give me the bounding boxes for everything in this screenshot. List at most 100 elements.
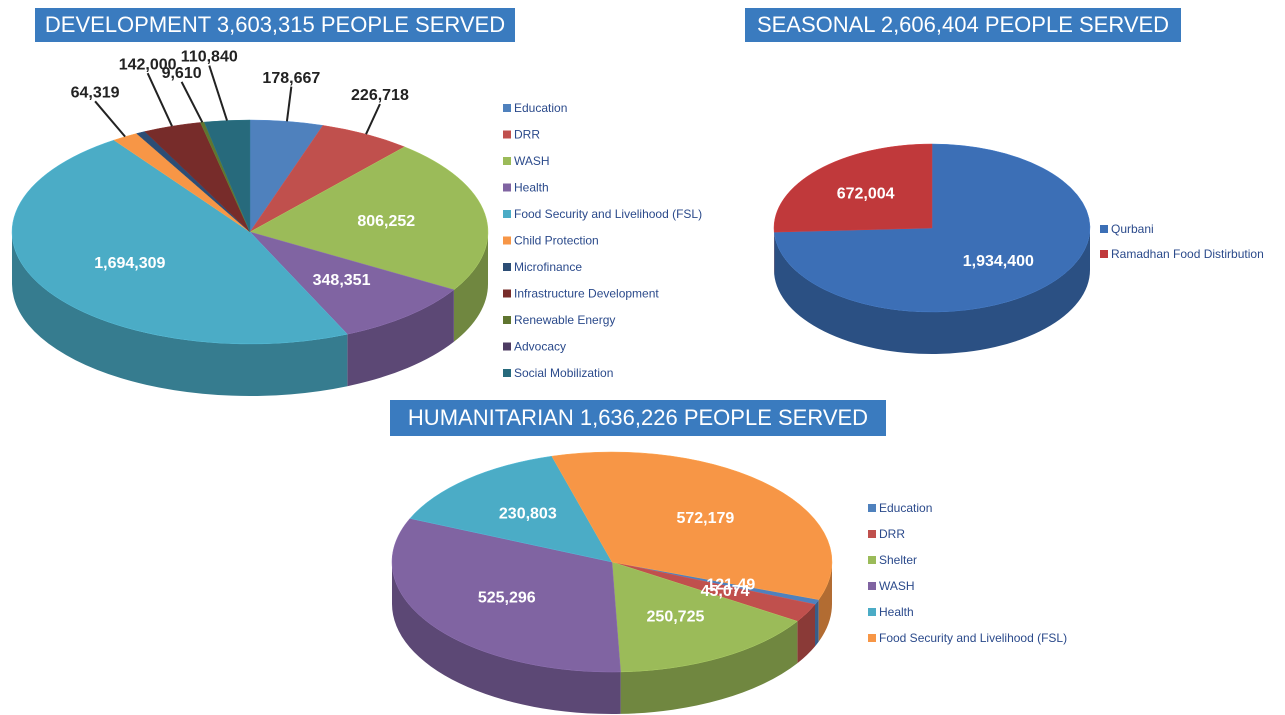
legend-label: DRR: [879, 527, 905, 541]
slice: [815, 599, 819, 647]
data-label: 525,296: [478, 589, 536, 606]
slice: [347, 289, 454, 387]
data-label: 142,000: [119, 56, 177, 73]
legend-swatch: [1100, 225, 1108, 233]
chart-title: DEVELOPMENT 3,603,315 PEOPLE SERVED: [45, 12, 505, 37]
legend-label: Food Security and Livelihood (FSL): [879, 631, 1067, 645]
data-label: 672,004: [837, 186, 895, 203]
legend-label: DRR: [514, 128, 540, 142]
legend-label: Social Mobilization: [514, 366, 613, 380]
slice-side: [797, 604, 815, 664]
data-label: 226,718: [351, 87, 409, 104]
slice: [409, 455, 613, 563]
legend-label: WASH: [879, 579, 915, 593]
data-label: 806,252: [357, 213, 415, 230]
pie-chart: HUMANITARIAN 1,636,226 PEOPLE SERVED 121,…: [390, 400, 1067, 715]
legend-label: Health: [514, 181, 549, 195]
slice: [391, 518, 621, 673]
legend-label: Health: [879, 605, 914, 619]
slice: [203, 119, 251, 233]
data-label: 572,179: [676, 510, 734, 527]
legend-swatch: [868, 634, 876, 642]
legend-label: Advocacy: [514, 340, 566, 354]
legend-label: Renewable Energy: [514, 313, 615, 327]
data-label: 121,49: [706, 576, 755, 593]
pie-tops: [11, 119, 489, 345]
slice: [12, 232, 348, 396]
leader-line: [365, 103, 381, 135]
legend-swatch: [503, 130, 511, 139]
data-label: 110,840: [181, 49, 238, 66]
data-label: 348,351: [313, 272, 371, 289]
legend-swatch: [503, 104, 511, 112]
slice: [391, 562, 621, 715]
data-label: 178,667: [262, 70, 320, 87]
pie-tops: [773, 143, 1091, 313]
chart-title: SEASONAL 2,606,404 PEOPLE SERVED: [757, 12, 1169, 37]
legend-swatch: [503, 263, 511, 271]
title-box: [35, 8, 515, 42]
legend-swatch: [868, 556, 876, 564]
slice-side: [620, 621, 798, 714]
legend-label: Qurbani: [1111, 222, 1154, 236]
slice: [249, 146, 489, 291]
pie-sides: [12, 232, 488, 396]
chart-title: HUMANITARIAN 1,636,226 PEOPLE SERVED: [408, 405, 868, 430]
legend-label: WASH: [514, 154, 550, 168]
slice: [620, 621, 798, 714]
legend-label: Shelter: [879, 553, 917, 567]
data-label: 45,074: [701, 583, 750, 600]
leader-line: [180, 81, 204, 123]
slice: [773, 143, 933, 233]
legend-swatch: [503, 210, 511, 218]
legend-swatch: [503, 183, 511, 192]
slice-side: [347, 289, 454, 387]
leader-line: [285, 86, 293, 122]
slice: [551, 451, 833, 600]
data-label: 9,610: [162, 65, 202, 82]
slice: [774, 228, 1091, 355]
pie-tops: [391, 451, 833, 673]
title-box: [390, 400, 886, 436]
legend-swatch: [503, 289, 511, 298]
leader-line: [208, 65, 228, 121]
title-box: [745, 8, 1181, 42]
legend-swatch: [503, 342, 511, 351]
legend-label: Microfinance: [514, 260, 582, 274]
data-label: 1,934,400: [963, 253, 1034, 270]
data-label: 250,725: [647, 609, 705, 626]
slice-side: [12, 232, 348, 396]
legend-label: Ramadhan Food Distirbution: [1111, 247, 1264, 261]
pie-chart: SEASONAL 2,606,404 PEOPLE SERVED 1,934,40…: [745, 8, 1264, 355]
legend-swatch: [503, 236, 511, 245]
data-label: 64,319: [71, 85, 120, 102]
legend-swatch: [503, 316, 511, 324]
legend-swatch: [503, 157, 511, 165]
leader-line: [146, 72, 173, 127]
legend-swatch: [868, 582, 876, 590]
slice: [611, 561, 798, 673]
legend-swatch: [868, 608, 876, 616]
slice: [797, 604, 815, 664]
legend-label: Child Protection: [514, 234, 599, 248]
legend-swatch: [503, 369, 511, 377]
legend-label: Education: [879, 501, 932, 515]
data-label: 230,803: [499, 505, 557, 522]
slice: [11, 139, 348, 345]
slice-side: [815, 599, 819, 647]
slice: [453, 232, 488, 342]
slice-side: [774, 228, 1091, 355]
slice: [249, 231, 455, 335]
legend-label: Infrastructure Development: [514, 287, 659, 301]
leader-line: [94, 100, 126, 138]
legend-swatch: [1100, 250, 1108, 258]
slice-side: [453, 232, 488, 342]
pie-sides: [774, 228, 1091, 355]
legend-swatch: [868, 530, 876, 538]
legend-label: Food Security and Livelihood (FSL): [514, 207, 702, 221]
data-label: 1,694,309: [94, 255, 165, 272]
slice-side: [391, 562, 621, 715]
pie-sides: [391, 562, 832, 715]
legend-swatch: [868, 504, 876, 512]
